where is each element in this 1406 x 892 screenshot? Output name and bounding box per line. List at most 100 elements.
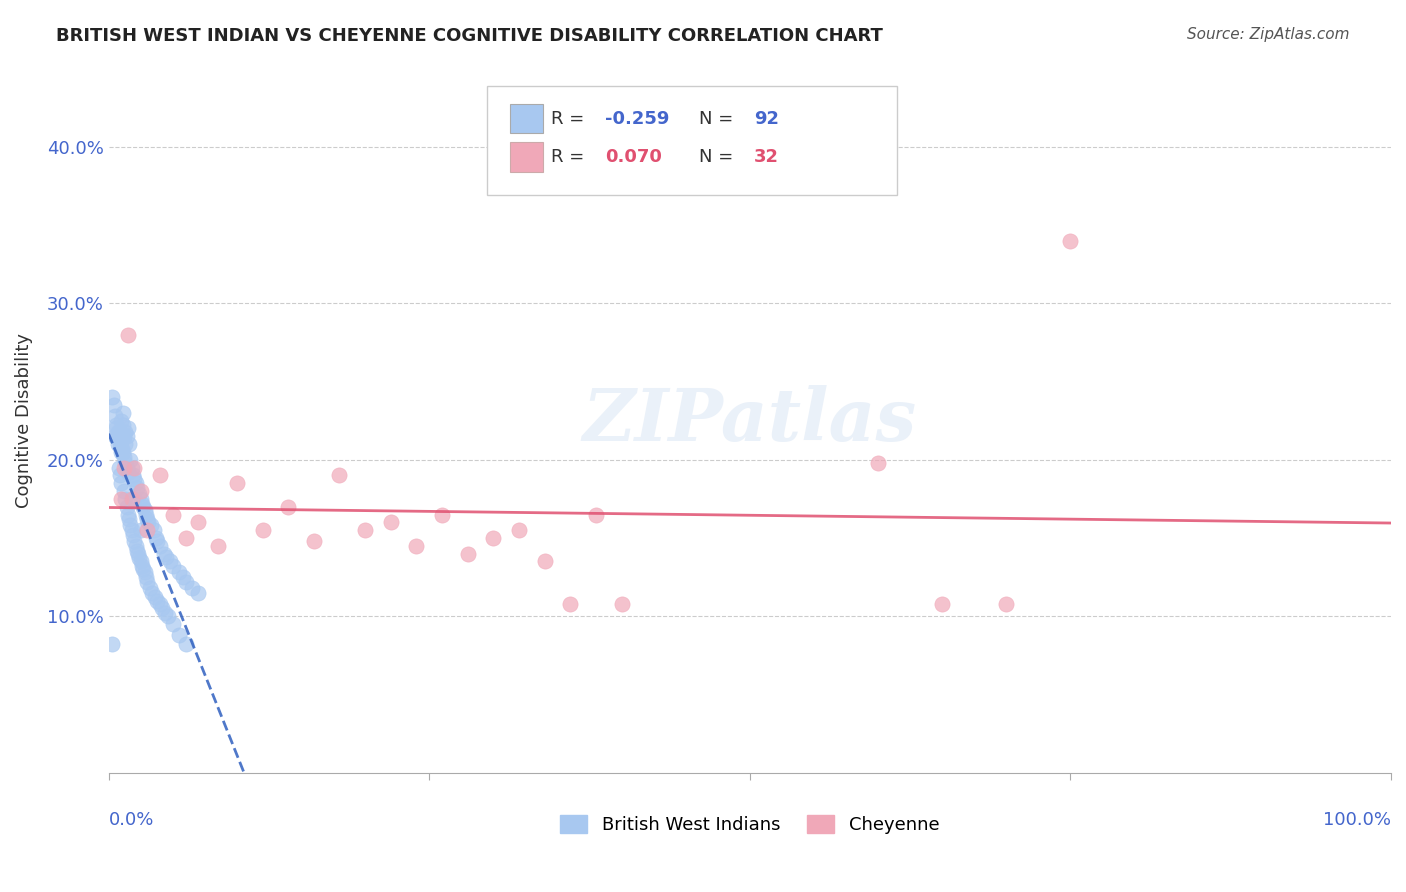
- Point: [112, 450, 135, 464]
- Point: [187, 586, 209, 600]
- Point: [111, 445, 134, 459]
- Text: ZIPatlas: ZIPatlas: [582, 385, 917, 456]
- Point: [143, 591, 166, 605]
- Y-axis label: Cognitive Disability: Cognitive Disability: [15, 333, 32, 508]
- Point: [117, 508, 139, 522]
- Point: [146, 593, 169, 607]
- Point: [1059, 234, 1081, 248]
- Point: [114, 491, 136, 506]
- Point: [110, 491, 132, 506]
- Point: [135, 508, 157, 522]
- Text: -0.259: -0.259: [605, 110, 669, 128]
- Point: [112, 484, 135, 499]
- Point: [110, 445, 132, 459]
- Point: [152, 547, 174, 561]
- Point: [124, 476, 146, 491]
- Point: [430, 508, 453, 522]
- Point: [122, 468, 145, 483]
- Point: [104, 409, 127, 423]
- Point: [457, 547, 479, 561]
- Point: [172, 570, 194, 584]
- Point: [107, 425, 129, 439]
- Point: [533, 554, 555, 568]
- Point: [328, 468, 350, 483]
- Point: [128, 487, 150, 501]
- Point: [142, 523, 165, 537]
- Point: [131, 497, 153, 511]
- Text: R =: R =: [551, 148, 591, 166]
- Point: [101, 637, 124, 651]
- Point: [610, 597, 633, 611]
- Point: [146, 534, 169, 549]
- Point: [129, 484, 152, 499]
- Legend: British West Indians, Cheyenne: British West Indians, Cheyenne: [560, 814, 939, 834]
- Point: [138, 516, 160, 530]
- Point: [508, 523, 530, 537]
- Point: [104, 429, 127, 443]
- Point: [110, 440, 132, 454]
- Point: [560, 597, 582, 611]
- Point: [129, 491, 152, 506]
- Point: [149, 468, 172, 483]
- Point: [125, 481, 148, 495]
- Text: N =: N =: [699, 110, 738, 128]
- Text: 0.070: 0.070: [605, 148, 662, 166]
- Point: [103, 398, 125, 412]
- FancyBboxPatch shape: [486, 87, 897, 195]
- Text: 32: 32: [754, 148, 779, 166]
- Text: Source: ZipAtlas.com: Source: ZipAtlas.com: [1187, 27, 1350, 42]
- Point: [162, 559, 184, 574]
- Point: [108, 425, 131, 439]
- Point: [115, 460, 138, 475]
- Text: 0.0%: 0.0%: [108, 812, 155, 830]
- Point: [380, 516, 402, 530]
- Point: [128, 551, 150, 566]
- Point: [129, 523, 152, 537]
- Point: [120, 518, 142, 533]
- Point: [108, 460, 131, 475]
- Point: [302, 534, 325, 549]
- Point: [120, 452, 142, 467]
- Point: [111, 418, 134, 433]
- Point: [162, 617, 184, 632]
- Text: 100.0%: 100.0%: [1323, 812, 1391, 830]
- Point: [105, 421, 128, 435]
- Point: [134, 566, 156, 580]
- Point: [155, 549, 177, 564]
- Point: [277, 500, 299, 514]
- Point: [112, 460, 135, 475]
- Point: [135, 570, 157, 584]
- Point: [132, 500, 155, 514]
- Point: [159, 554, 181, 568]
- Point: [114, 456, 136, 470]
- Point: [127, 547, 149, 561]
- Point: [153, 606, 176, 620]
- Point: [101, 390, 124, 404]
- Point: [122, 534, 145, 549]
- Point: [167, 628, 190, 642]
- Point: [114, 437, 136, 451]
- Point: [482, 531, 505, 545]
- Point: [115, 500, 138, 514]
- Point: [139, 518, 162, 533]
- Text: BRITISH WEST INDIAN VS CHEYENNE COGNITIVE DISABILITY CORRELATION CHART: BRITISH WEST INDIAN VS CHEYENNE COGNITIV…: [56, 27, 883, 45]
- FancyBboxPatch shape: [510, 103, 543, 133]
- Text: R =: R =: [551, 110, 591, 128]
- Point: [207, 539, 229, 553]
- Point: [117, 465, 139, 479]
- Point: [117, 421, 139, 435]
- Point: [124, 539, 146, 553]
- Point: [995, 597, 1018, 611]
- Point: [121, 491, 143, 506]
- Point: [136, 512, 159, 526]
- Point: [931, 597, 953, 611]
- Point: [174, 574, 197, 589]
- FancyBboxPatch shape: [510, 143, 543, 172]
- Point: [225, 476, 247, 491]
- Point: [110, 476, 132, 491]
- Point: [149, 597, 172, 611]
- Point: [181, 581, 204, 595]
- Point: [122, 471, 145, 485]
- Point: [131, 559, 153, 574]
- Point: [136, 574, 159, 589]
